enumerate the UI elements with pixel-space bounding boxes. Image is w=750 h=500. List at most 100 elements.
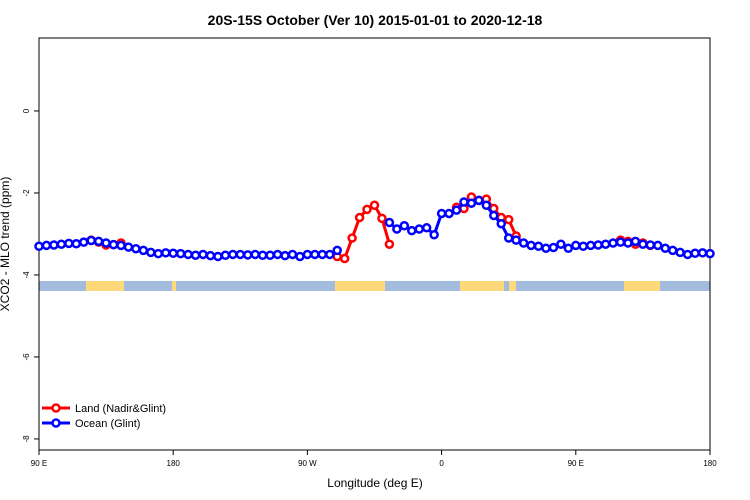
data-point: [49, 240, 59, 250]
data-point: [64, 238, 74, 249]
data-point: [377, 213, 387, 224]
data-point: [41, 240, 52, 251]
data-point: [384, 217, 395, 228]
data-point: [541, 243, 551, 254]
legend-label: Land (Nadir&Glint): [75, 403, 166, 415]
data-point: [533, 241, 544, 252]
y-tick-label: 0: [22, 108, 31, 113]
data-point: [131, 243, 141, 254]
legend: Land (Nadir&Glint) Ocean (Glint): [42, 403, 166, 430]
data-point: [638, 239, 648, 249]
data-point: [190, 250, 201, 261]
data-point: [511, 235, 521, 245]
data-point: [175, 248, 186, 259]
x-tick-label: 0: [439, 459, 444, 468]
data-point: [310, 249, 320, 260]
legend-marker: [51, 418, 61, 428]
data-point: [705, 248, 715, 259]
data-point: [667, 245, 678, 256]
data-point: [108, 239, 119, 250]
data-point: [407, 225, 417, 236]
data-point: [623, 238, 633, 248]
data-point: [34, 241, 44, 252]
x-tick-label: 90 E: [568, 459, 584, 468]
data-point: [518, 238, 529, 248]
land-strip: [86, 281, 124, 291]
data-point: [451, 205, 462, 215]
x-axis-label: Longitude (deg E): [327, 476, 422, 490]
data-point: [325, 249, 335, 260]
data-point: [78, 237, 89, 247]
data-point: [399, 221, 410, 231]
x-tick-label: 180: [703, 459, 717, 468]
data-point: [459, 197, 469, 207]
y-tick-label: -6: [22, 353, 31, 361]
data-point: [213, 251, 223, 262]
data-point: [585, 240, 596, 251]
y-tick-label: -2: [22, 189, 31, 197]
data-point: [220, 250, 231, 261]
data-point: [123, 242, 134, 252]
data-point: [489, 210, 499, 221]
data-point: [571, 240, 581, 251]
data-point: [429, 230, 439, 240]
data-point: [295, 251, 305, 262]
data-point: [183, 249, 193, 260]
data-point: [272, 249, 283, 260]
data-point: [332, 245, 342, 256]
data-point: [280, 250, 290, 261]
data-point: [56, 239, 67, 249]
data-point: [526, 240, 536, 251]
data-point: [421, 223, 432, 233]
land-strip: [172, 281, 176, 291]
data-point: [436, 208, 447, 219]
data-point: [257, 250, 268, 261]
data-point: [93, 236, 104, 247]
legend-marker: [51, 403, 61, 413]
data-point: [496, 218, 506, 229]
data-point: [146, 247, 156, 258]
x-tick-label: 180: [167, 459, 181, 468]
data-point: [384, 239, 395, 249]
y-axis-label: XCO2 - MLO trend (ppm): [0, 177, 12, 312]
chart-title: 20S-15S October (Ver 10) 2015-01-01 to 2…: [208, 12, 543, 28]
data-point: [205, 250, 216, 261]
data-point: [578, 241, 589, 252]
data-point: [101, 238, 111, 248]
data-point: [682, 249, 693, 260]
data-point: [690, 248, 700, 258]
data-point: [630, 236, 641, 247]
legend-label: Ocean (Glint): [75, 418, 140, 430]
land-strip: [624, 281, 660, 291]
data-point: [563, 243, 574, 254]
land-strip: [509, 281, 516, 291]
data-point: [608, 238, 618, 248]
data-point: [653, 240, 663, 251]
land-strip: [335, 281, 385, 291]
land-strip: [460, 281, 504, 291]
data-point: [138, 245, 149, 256]
data-point: [414, 224, 424, 234]
data-point: [600, 239, 611, 249]
data-point: [347, 233, 357, 243]
data-point: [250, 249, 260, 260]
data-point: [228, 249, 238, 260]
data-point: [354, 212, 365, 223]
data-point: [243, 250, 253, 260]
data-point: [593, 240, 603, 250]
y-tick-label: -8: [22, 435, 31, 443]
data-point: [153, 248, 164, 259]
data-point: [615, 237, 626, 247]
data-point: [86, 235, 96, 246]
data-point: [116, 240, 126, 251]
data-point: [556, 239, 566, 249]
data-point: [697, 248, 708, 258]
data-point: [168, 248, 178, 258]
data-point: [392, 224, 402, 234]
data-point: [481, 200, 492, 211]
data-point: [235, 249, 246, 260]
x-tick-label: 90 W: [298, 459, 317, 468]
data-point: [287, 249, 298, 260]
data-point: [645, 240, 656, 250]
